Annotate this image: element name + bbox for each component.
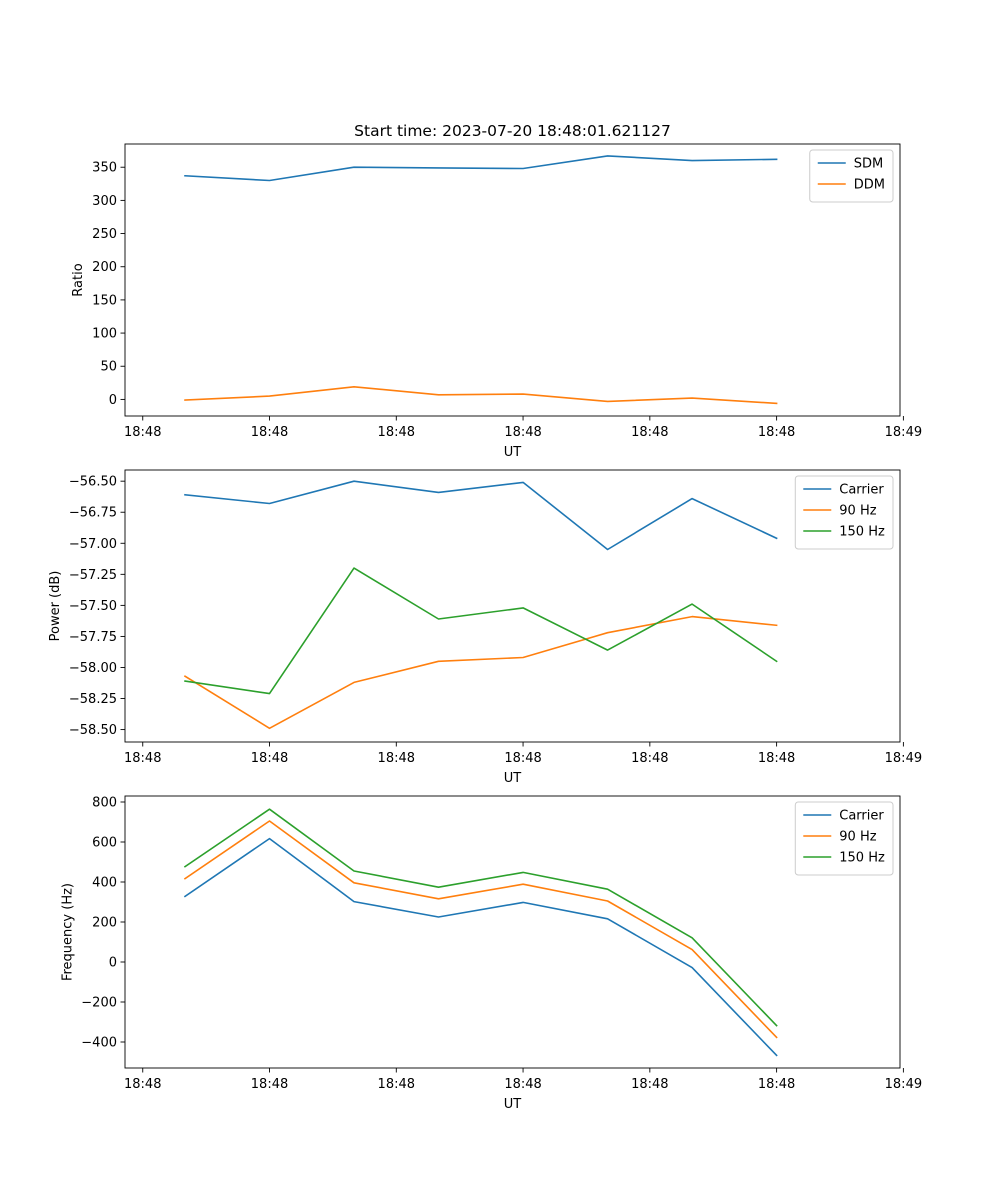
panel-3: 18:48 18:48 18:48 18:48 18:48 18:48 18:49 UT −40… bbox=[60, 796, 922, 1113]
y-tick-label: 200 bbox=[92, 916, 117, 931]
y-tick-label: 0 bbox=[109, 956, 117, 971]
x-axis: 18:48 18:48 18:48 18:48 18:48 18:48 18:49 UT bbox=[124, 1068, 922, 1112]
x-tick-label: 18:48 bbox=[251, 425, 288, 440]
y-tick-label: −57.25 bbox=[69, 568, 117, 583]
x-tick-label: 18:49 bbox=[885, 751, 922, 766]
series-line-carrier bbox=[183, 837, 778, 1057]
y-tick-label: −56.75 bbox=[69, 506, 117, 521]
y-axis-label: Ratio bbox=[71, 263, 86, 296]
y-tick-label: 50 bbox=[100, 360, 117, 375]
x-tick-label: 18:48 bbox=[504, 1077, 541, 1092]
y-tick-label: −58.50 bbox=[69, 723, 117, 738]
y-tick-label: −400 bbox=[81, 1036, 117, 1051]
x-tick-label: 18:48 bbox=[758, 751, 795, 766]
x-axis-label: UT bbox=[504, 771, 522, 786]
y-tick-label: −57.50 bbox=[69, 599, 117, 614]
series-lines bbox=[183, 480, 778, 730]
x-axis: 18:48 18:48 18:48 18:48 18:48 18:48 18:49 UT bbox=[124, 416, 922, 460]
x-tick-label: 18:48 bbox=[124, 425, 161, 440]
legend-label: SDM bbox=[854, 157, 883, 172]
axes-frame bbox=[124, 469, 901, 743]
x-tick-label: 18:48 bbox=[631, 751, 668, 766]
series-line-sdm bbox=[184, 155, 778, 182]
y-axis: 0 50 100 150 200 250 300 350 Ratio bbox=[71, 161, 125, 408]
series-lines bbox=[184, 155, 778, 405]
x-tick-label: 18:48 bbox=[758, 1077, 795, 1092]
y-tick-label: −57.00 bbox=[69, 537, 117, 552]
x-tick-label: 18:48 bbox=[631, 425, 668, 440]
y-axis: −58.50 −58.25 −58.00 −57.75 −57.50 −57.25 −57.… bbox=[48, 475, 125, 738]
x-tick-label: 18:49 bbox=[885, 1077, 922, 1092]
series-line-150-hz bbox=[184, 567, 778, 695]
x-tick-label: 18:48 bbox=[504, 751, 541, 766]
y-axis-label: Frequency (Hz) bbox=[60, 883, 75, 981]
legend-label: 90 Hz bbox=[839, 830, 876, 845]
legend: Carrier 90 Hz 150 Hz bbox=[794, 475, 894, 550]
x-tick-label: 18:48 bbox=[504, 425, 541, 440]
y-tick-label: −56.50 bbox=[69, 475, 117, 490]
x-tick-label: 18:48 bbox=[251, 751, 288, 766]
y-tick-label: 300 bbox=[92, 194, 117, 209]
y-axis: −400 −200 0 200 400 600 800 Frequency (Hz) bbox=[60, 796, 125, 1051]
axes-frame bbox=[124, 795, 901, 1069]
x-axis-label: UT bbox=[504, 1097, 522, 1112]
series-lines bbox=[183, 808, 778, 1057]
y-tick-label: −58.00 bbox=[69, 661, 117, 676]
y-tick-label: 800 bbox=[92, 796, 117, 811]
x-axis: 18:48 18:48 18:48 18:48 18:48 18:48 18:49 UT bbox=[124, 742, 922, 786]
y-tick-label: 600 bbox=[92, 836, 117, 851]
legend-label: DDM bbox=[854, 178, 885, 193]
panel-2: 18:48 18:48 18:48 18:48 18:48 18:48 18:49 UT −58… bbox=[48, 469, 922, 786]
series-line-carrier bbox=[184, 480, 778, 551]
series-line-90-hz bbox=[183, 615, 778, 730]
legend-label: 150 Hz bbox=[839, 851, 885, 866]
x-tick-label: 18:48 bbox=[124, 751, 161, 766]
y-tick-label: 0 bbox=[109, 393, 117, 408]
figure-title: Start time: 2023-07-20 18:48:01.621127 bbox=[354, 122, 671, 140]
panel-1: 18:48 18:48 18:48 18:48 18:48 18:48 18:49 UT 0 50… bbox=[71, 143, 922, 460]
x-tick-label: 18:48 bbox=[378, 1077, 415, 1092]
y-tick-label: 400 bbox=[92, 876, 117, 891]
legend: Carrier 90 Hz 150 Hz bbox=[794, 801, 894, 876]
legend-label: Carrier bbox=[839, 809, 884, 824]
legend-label: Carrier bbox=[839, 483, 884, 498]
y-tick-label: 250 bbox=[92, 227, 117, 242]
x-tick-label: 18:48 bbox=[758, 425, 795, 440]
y-tick-label: 350 bbox=[92, 161, 117, 176]
y-tick-label: 100 bbox=[92, 327, 117, 342]
series-line-ddm bbox=[184, 385, 778, 405]
x-tick-label: 18:49 bbox=[885, 425, 922, 440]
y-axis-label: Power (dB) bbox=[48, 571, 63, 642]
y-tick-label: −57.75 bbox=[69, 630, 117, 645]
y-tick-label: 200 bbox=[92, 260, 117, 275]
x-tick-label: 18:48 bbox=[378, 751, 415, 766]
y-tick-label: 150 bbox=[92, 293, 117, 308]
x-axis-label: UT bbox=[504, 445, 522, 460]
axes-frame bbox=[124, 143, 901, 417]
legend-label: 150 Hz bbox=[839, 525, 885, 540]
series-line-90-hz bbox=[183, 820, 778, 1039]
panels: 18:48 18:48 18:48 18:48 18:48 18:48 18:49 UT 0 50… bbox=[48, 143, 922, 1113]
y-tick-label: −200 bbox=[81, 996, 117, 1011]
x-tick-label: 18:48 bbox=[124, 1077, 161, 1092]
x-tick-label: 18:48 bbox=[378, 425, 415, 440]
x-tick-label: 18:48 bbox=[251, 1077, 288, 1092]
x-tick-label: 18:48 bbox=[631, 1077, 668, 1092]
legend: SDM DDM bbox=[809, 149, 894, 203]
series-line-150-hz bbox=[183, 808, 778, 1027]
legend-label: 90 Hz bbox=[839, 504, 876, 519]
y-tick-label: −58.25 bbox=[69, 692, 117, 707]
